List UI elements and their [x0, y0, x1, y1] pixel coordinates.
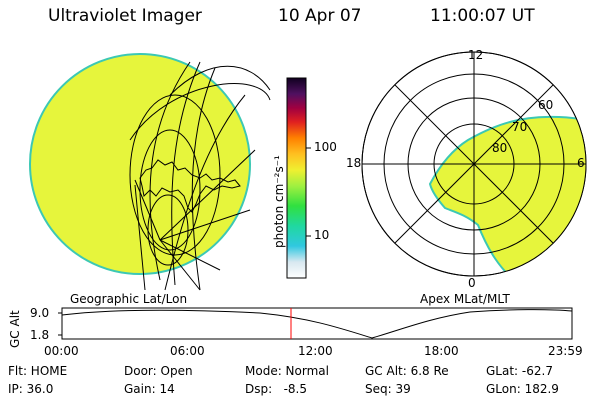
door-status: Door: Open	[124, 364, 193, 378]
colorbar	[286, 77, 307, 279]
gain-status: Gain: 14	[124, 382, 175, 396]
time-tick-0000: 00:00	[44, 344, 79, 358]
ip-status: IP: 36.0	[8, 382, 54, 396]
glat-status: GLat: -62.7	[486, 364, 553, 378]
flt-status: Flt: HOME	[8, 364, 68, 378]
left-panel-label: Geographic Lat/Lon	[70, 292, 188, 306]
mlt-label-12: 12	[468, 48, 484, 62]
colorbar-tick-10: 10	[314, 228, 330, 242]
altitude-ylabel: GC Alt	[8, 310, 22, 348]
altitude-ytick-1.8: 1.8	[30, 328, 50, 342]
geographic-image	[29, 53, 271, 291]
mlt-label-6: 6	[577, 156, 585, 170]
polar-plot	[361, 51, 587, 277]
mlt-label-18: 18	[346, 156, 362, 170]
time-tick-1200: 12:00	[298, 344, 333, 358]
gc-alt-status: GC Alt: 6.8 Re	[365, 364, 449, 378]
seq-status: Seq: 39	[365, 382, 411, 396]
mlat-label-60: 60	[538, 98, 554, 112]
mlat-label-70: 70	[512, 120, 528, 134]
mode-status: Mode: Normal	[245, 364, 329, 378]
time-tick-2359: 23:59	[548, 344, 583, 358]
app-title: Ultraviolet Imager	[48, 6, 202, 26]
time-tick-1800: 18:00	[424, 344, 459, 358]
mlt-label-0: 0	[468, 276, 476, 290]
dsp-status: Dsp: -8.5	[245, 382, 308, 396]
glon-status: GLon: 182.9	[486, 382, 559, 396]
altitude-ytick-9: 9.0	[30, 306, 50, 320]
time-label: 11:00:07 UT	[430, 6, 535, 26]
time-tick-0600: 06:00	[170, 344, 205, 358]
colorbar-tick-100: 100	[314, 140, 337, 154]
colorbar-unit-label: photon cm⁻²s⁻¹	[272, 155, 286, 248]
altitude-plot	[58, 307, 573, 340]
date-label: 10 Apr 07	[278, 6, 362, 26]
mlat-label-80: 80	[492, 141, 508, 155]
right-panel-label: Apex MLat/MLT	[420, 292, 510, 306]
